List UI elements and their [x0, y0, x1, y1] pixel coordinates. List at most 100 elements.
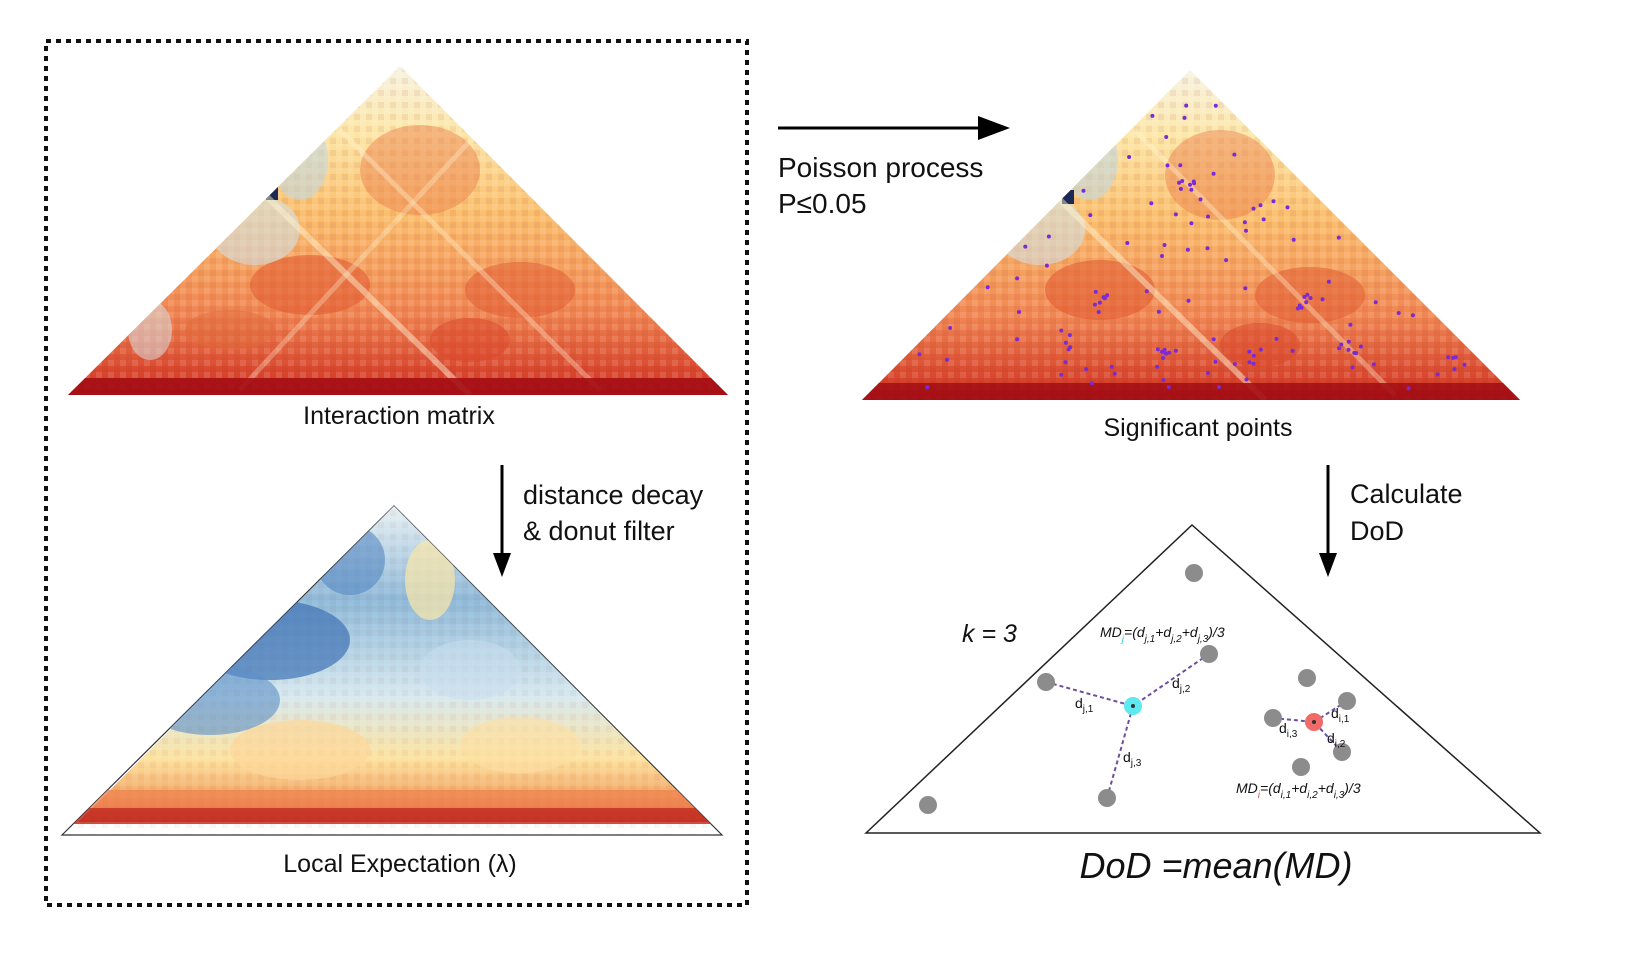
point-neighbor-j2 — [1200, 645, 1218, 663]
point-neighbor-i1 — [1338, 692, 1356, 710]
significant-point — [1350, 365, 1355, 370]
dist-label-j1: dj,1 — [1075, 695, 1094, 715]
significant-point — [1305, 292, 1310, 297]
significant-point — [1337, 346, 1342, 351]
significant-point — [1290, 348, 1295, 353]
point-neighbor-j1 — [1037, 673, 1055, 691]
significant-point — [1173, 212, 1178, 217]
significant-point — [1243, 286, 1248, 291]
md-j-formula: MDj=(dj,1+dj,2+dj,3)/3 — [1100, 624, 1225, 645]
significant-point — [1188, 182, 1192, 187]
significant-point — [1068, 345, 1073, 350]
significant-point — [1067, 333, 1072, 338]
calc-arrow — [1319, 465, 1337, 577]
point-neighbor-i2 — [1333, 743, 1351, 761]
significant-point — [1093, 289, 1098, 294]
significant-point — [1216, 385, 1221, 389]
significant-point — [1320, 297, 1325, 302]
significant-point — [1023, 244, 1028, 249]
point — [1292, 758, 1310, 776]
significant-point — [1162, 347, 1167, 352]
significant-point — [1160, 254, 1164, 258]
dist-label-j3: dj,3 — [1123, 749, 1142, 769]
significant-point — [1189, 187, 1194, 192]
significant-point — [1186, 298, 1191, 303]
significant-point — [1244, 377, 1249, 382]
significant-point — [1125, 241, 1130, 245]
significant-points-caption: Significant points — [1103, 414, 1292, 442]
significant-point — [1451, 355, 1456, 360]
significant-point — [1304, 300, 1309, 305]
significant-point — [925, 385, 930, 390]
significant-point — [1336, 235, 1341, 240]
significant-point — [1242, 220, 1247, 225]
significant-point — [1084, 367, 1089, 372]
distance-lines — [1045, 653, 1348, 799]
interaction-matrix-heatmap — [68, 66, 728, 395]
significant-point — [985, 285, 990, 290]
point — [1298, 669, 1316, 687]
significant-point — [1105, 293, 1110, 298]
significant-point — [1247, 360, 1252, 365]
significant-point — [1205, 246, 1210, 251]
significant-point — [1149, 201, 1154, 206]
significant-point — [1044, 263, 1049, 268]
local-expectation-heatmap — [60, 505, 724, 836]
significant-point — [945, 357, 949, 362]
significant-point — [1435, 372, 1440, 377]
significant-point — [1406, 386, 1411, 391]
significant-point — [1112, 371, 1117, 376]
dod-formula: DoD =mean(MD) — [1079, 845, 1352, 886]
significant-point — [1092, 302, 1097, 307]
significant-point — [1371, 362, 1376, 367]
significant-point — [1346, 347, 1351, 352]
significant-point — [1164, 351, 1169, 356]
significant-point — [1059, 372, 1064, 377]
significant-point — [1164, 135, 1169, 139]
dod-diagram: k = 3 MDj=(dj,1+dj,2+dj,3)/3 MDi=(di,1+d… — [864, 523, 1542, 834]
significant-point — [1088, 213, 1093, 218]
significant-point — [1410, 313, 1415, 318]
significant-point — [1184, 103, 1189, 108]
significant-point — [1101, 295, 1106, 300]
significant-point — [1224, 258, 1229, 263]
significant-point — [1090, 381, 1094, 386]
significant-points-heatmap — [862, 70, 1520, 400]
significant-point — [1251, 353, 1256, 358]
significant-point — [1162, 243, 1167, 247]
significant-point — [1178, 186, 1183, 191]
significant-point — [917, 352, 922, 357]
significant-point — [1109, 364, 1114, 369]
dod-label: DoD — [1350, 516, 1404, 546]
significant-point — [1295, 306, 1300, 311]
significant-point — [1166, 385, 1171, 390]
significant-point — [1178, 163, 1183, 168]
significant-point — [1192, 181, 1197, 186]
significant-point — [1206, 214, 1210, 219]
significant-point — [1127, 155, 1132, 159]
significant-point — [1096, 310, 1101, 314]
local-expectation-caption: Local Expectation (λ) — [283, 850, 516, 878]
significant-point — [1271, 199, 1276, 204]
significant-points — [917, 103, 1467, 391]
significant-point — [1261, 217, 1266, 222]
significant-point — [1211, 337, 1216, 342]
significant-point — [1348, 322, 1353, 327]
point-neighbor-j3 — [1098, 789, 1116, 807]
significant-point — [1308, 296, 1313, 300]
poisson-arrow — [778, 116, 1010, 140]
significant-point — [1251, 361, 1256, 366]
significant-point — [1299, 305, 1304, 310]
significant-point — [1144, 289, 1149, 294]
point — [919, 796, 937, 814]
significant-point — [1165, 163, 1170, 168]
significant-point — [1462, 362, 1467, 367]
dist-label-j2: dj,2 — [1172, 675, 1191, 695]
significant-point — [1155, 364, 1160, 369]
decay-arrow — [493, 465, 511, 577]
significant-point — [1285, 205, 1290, 210]
significant-point — [1232, 152, 1237, 157]
significant-point — [1156, 309, 1161, 314]
significant-point — [1291, 237, 1296, 242]
significant-point — [1017, 310, 1021, 314]
